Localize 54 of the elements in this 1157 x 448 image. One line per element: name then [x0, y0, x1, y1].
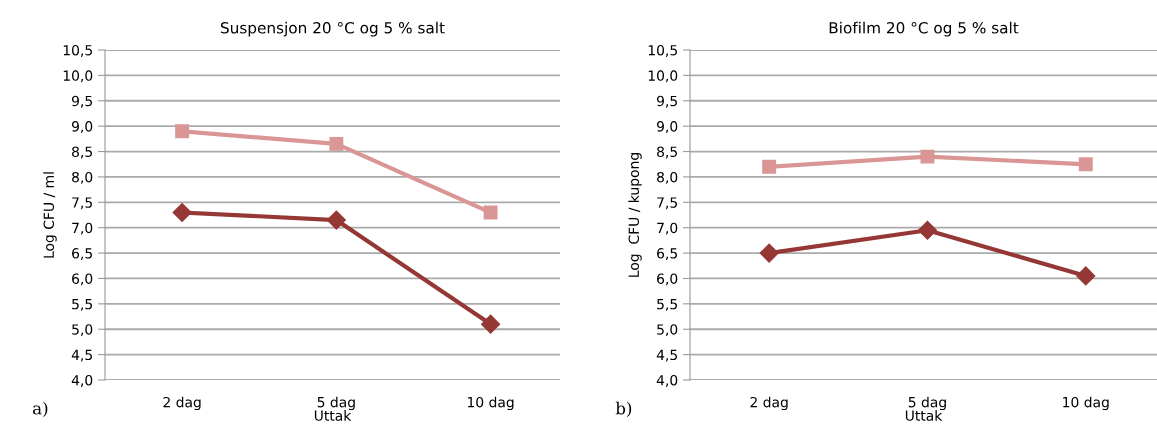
point — [481, 314, 501, 334]
y-tick-label: 7,5 — [657, 197, 677, 210]
y-tick-label: 5,0 — [657, 324, 678, 337]
point — [483, 205, 498, 220]
chart-title: Suspensjon 20 °C og 5 % salt — [220, 21, 445, 37]
x-tick-label: 10 dag — [468, 396, 514, 411]
point — [329, 136, 344, 151]
x-tick-label: 10 dag — [1063, 396, 1109, 411]
y-tick-label: 6,0 — [657, 273, 678, 286]
y-tick-label: 10,5 — [63, 44, 92, 57]
y-tick-label: 7,5 — [72, 197, 92, 210]
y-tick-label: 10,5 — [648, 44, 677, 57]
y-tick-label: 9,5 — [71, 95, 92, 108]
y-axis-title: Log CFU / ml — [43, 172, 57, 258]
point — [1076, 266, 1096, 286]
x-tick-label: 5 dag — [908, 396, 946, 411]
point — [175, 124, 190, 139]
y-tick-label: 8,5 — [72, 146, 92, 159]
point — [326, 210, 346, 230]
y-tick-label: 4,0 — [71, 374, 93, 387]
point — [917, 220, 937, 240]
y-tick-label: 8,5 — [657, 146, 677, 159]
y-tick-label: 9,0 — [71, 121, 93, 134]
y-axis-title: Log CFU / kupong — [628, 153, 642, 277]
x-axis-title: Uttak — [905, 410, 943, 421]
y-tick-label: 10,0 — [63, 70, 93, 83]
point — [1078, 157, 1093, 172]
chart-title: Biofilm 20 °C og 5 % salt — [829, 21, 1019, 37]
y-tick-label: 7,0 — [657, 222, 678, 235]
x-tick-label: 2 dag — [163, 396, 201, 411]
y-tick-label: 6,5 — [72, 248, 92, 260]
y-tick-label: 5,5 — [72, 299, 92, 311]
point — [172, 202, 192, 222]
y-tick-label: 6,5 — [657, 248, 677, 260]
y-tick-label: 9,5 — [656, 95, 677, 108]
y-tick-label: 10,0 — [648, 70, 678, 83]
y-tick-label: 7,0 — [72, 222, 93, 235]
x-tick-label: 5 dag — [317, 396, 355, 411]
x-tick-label: 2 dag — [750, 396, 788, 411]
y-tick-label: 8,0 — [72, 171, 93, 184]
y-tick-label: 4,0 — [656, 374, 678, 387]
y-tick-label: 4,5 — [71, 349, 92, 362]
point — [759, 243, 779, 263]
y-tick-label: 5,5 — [657, 299, 677, 311]
text: b) — [615, 401, 632, 417]
text: a) — [33, 401, 48, 417]
point — [920, 149, 935, 164]
y-tick-label: 8,0 — [657, 171, 678, 184]
y-tick-label: 9,0 — [656, 121, 678, 134]
y-tick-label: 5,0 — [72, 324, 93, 337]
x-axis-title: Uttak — [314, 410, 352, 421]
y-tick-label: 6,0 — [72, 273, 93, 286]
point — [762, 159, 777, 174]
y-tick-label: 4,5 — [656, 349, 677, 362]
